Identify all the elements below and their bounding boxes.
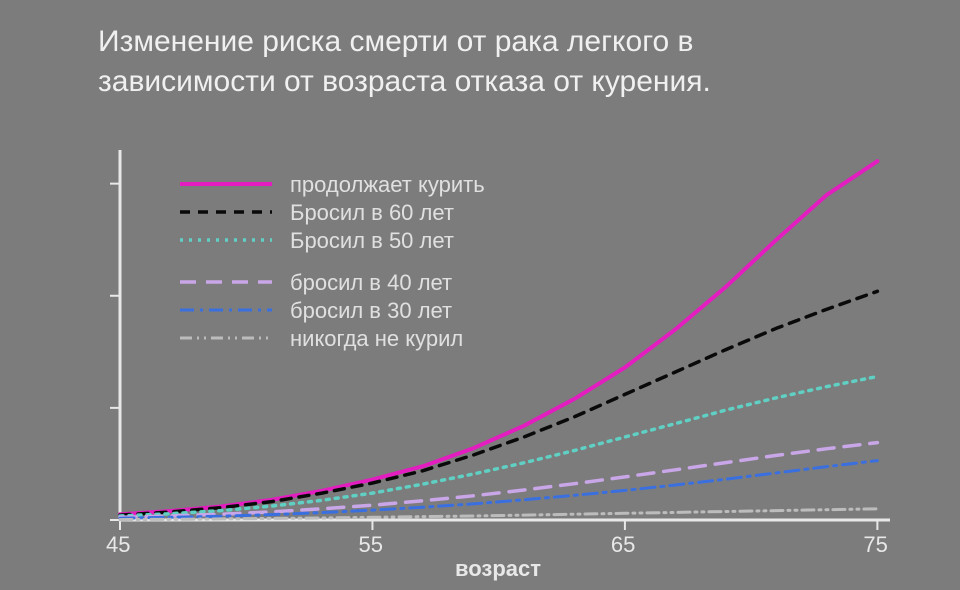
x-tick-45: 45 <box>106 532 130 558</box>
legend-label-quit50: Бросил в 50 лет <box>290 228 454 254</box>
legend-swatch-quit40 <box>180 276 272 288</box>
legend-swatch-continues <box>180 178 272 190</box>
legend-label-continues: продолжает курить <box>290 172 485 198</box>
x-tick-75: 75 <box>863 532 887 558</box>
x-tick-55: 55 <box>358 532 382 558</box>
legend-swatch-quit60 <box>180 206 272 218</box>
legend-swatch-quit30 <box>180 304 272 316</box>
chart-title: Изменение риска смерти от рака легкого в… <box>98 22 711 102</box>
legend-label-quit30: бросил в 30 лет <box>290 298 452 324</box>
x-axis-label: возраст <box>455 556 541 582</box>
series-quit60 <box>120 291 877 515</box>
legend-label-never: никогда не курил <box>290 326 463 352</box>
legend-swatch-quit50 <box>180 234 272 246</box>
legend-swatch-never <box>180 332 272 344</box>
x-tick-65: 65 <box>611 532 635 558</box>
legend-label-quit60: Бросил в 60 лет <box>290 200 454 226</box>
chart-container: Изменение риска смерти от рака легкого в… <box>0 0 960 590</box>
legend-label-quit40: бросил в 40 лет <box>290 270 452 296</box>
